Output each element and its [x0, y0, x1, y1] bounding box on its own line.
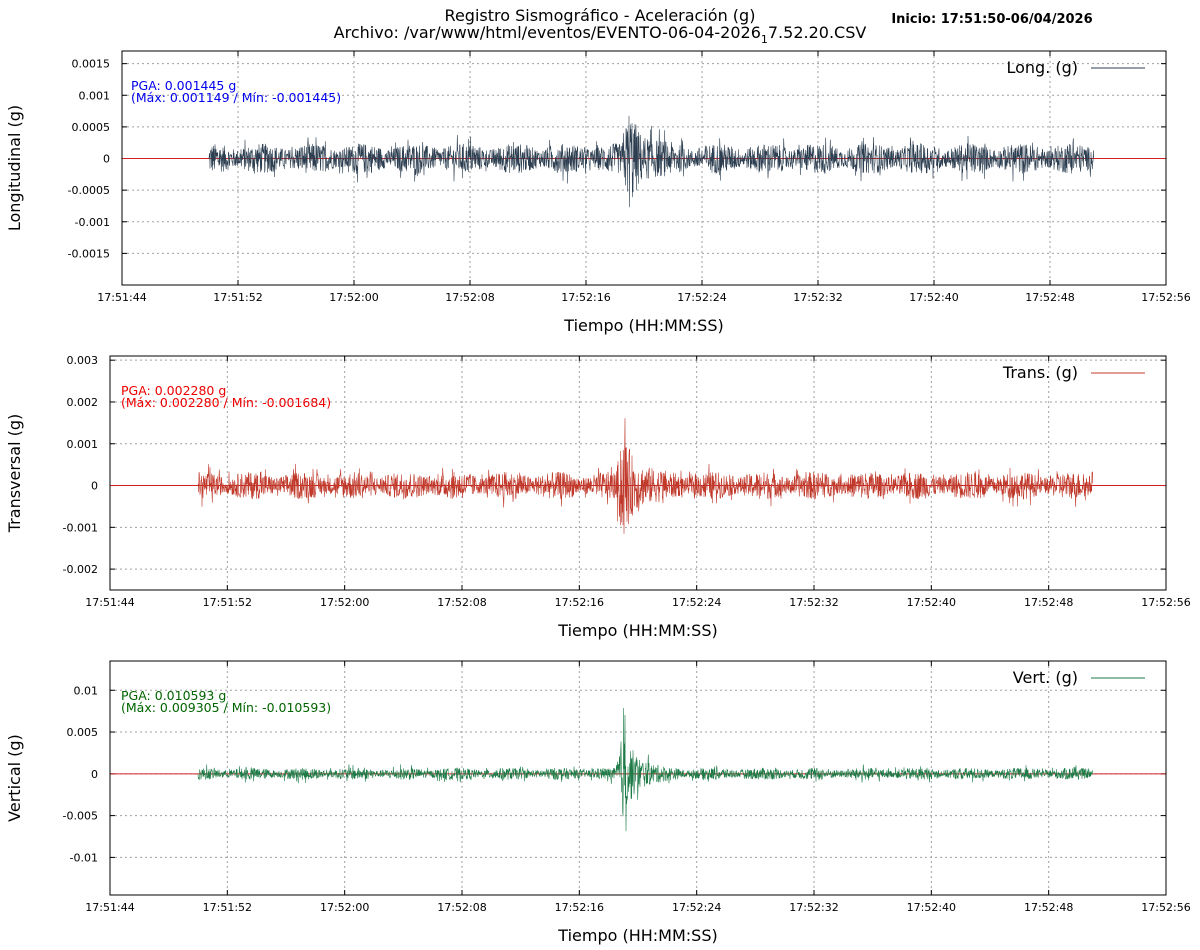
maxmin-annotation: (Máx: 0.001149 / Mín: -0.001445)	[131, 90, 341, 105]
x-tick-label: 17:51:52	[203, 901, 252, 914]
y-tick-label: 0.0005	[72, 121, 111, 134]
x-tick-label: 17:52:24	[672, 901, 721, 914]
x-tick-label: 17:52:32	[789, 596, 838, 609]
x-tick-label: 17:51:52	[213, 291, 262, 304]
x-axis-label: Tiempo (HH:MM:SS)	[563, 316, 723, 335]
y-tick-label: 0.002	[67, 396, 99, 409]
y-tick-label: -0.0005	[68, 184, 110, 197]
maxmin-annotation: (Máx: 0.009305 / Mín: -0.010593)	[121, 700, 331, 715]
y-tick-label: 0.005	[67, 726, 99, 739]
x-tick-label: 17:52:08	[437, 901, 486, 914]
waveform-long	[208, 115, 1094, 208]
x-tick-label: 17:52:56	[1141, 596, 1190, 609]
waveform-trans	[197, 418, 1093, 534]
panel-trans: 17:51:44 17:51:52 17:52:00 17:52:08 17:52:16…	[5, 354, 1191, 640]
x-tick-label: 17:52:32	[793, 291, 842, 304]
x-tick-label: 17:51:44	[97, 291, 146, 304]
y-tick-label: 0.0015	[72, 58, 111, 71]
y-tick-label: 0.003	[67, 354, 99, 367]
x-tick-label: 17:51:44	[85, 596, 134, 609]
maxmin-annotation: (Máx: 0.002280 / Mín: -0.001684)	[121, 395, 331, 410]
x-tick-label: 17:51:44	[85, 901, 134, 914]
panel-vert: 17:51:44 17:51:52 17:52:00 17:52:08 17:52:16…	[5, 660, 1191, 945]
x-tick-label: 17:52:40	[907, 596, 956, 609]
x-tick-label: 17:52:16	[561, 291, 610, 304]
start-time-label: Inicio: 17:51:50-06/04/2026	[891, 12, 1092, 27]
y-tick-label: -0.0015	[68, 247, 110, 260]
title-filename-prefix: Archivo: /var/www/html/eventos/EVENTO-06…	[334, 23, 761, 42]
legend-label-vert: Vert. (g)	[1013, 668, 1078, 687]
plot-frame	[109, 355, 1167, 591]
plot-frame	[121, 50, 1167, 286]
x-tick-label: 17:52:48	[1025, 291, 1074, 304]
x-tick-label: 17:52:48	[1024, 596, 1073, 609]
y-tick-label: -0.001	[63, 521, 98, 534]
y-axis-label: Vertical (g)	[5, 734, 24, 822]
y-tick-label: 0	[103, 153, 110, 166]
y-tick-label: 0.01	[74, 684, 99, 697]
figure-title-line1: Registro Sismográfico - Aceleración (g)	[445, 6, 756, 25]
y-tick-label: 0.001	[67, 438, 99, 451]
y-axis-label: Longitudinal (g)	[5, 105, 24, 231]
pga-annotation: PGA: 0.010593 g	[121, 688, 226, 703]
x-tick-label: 17:52:48	[1024, 901, 1073, 914]
x-tick-label: 17:52:56	[1141, 901, 1190, 914]
title-filename-suffix: 7.52.20.CSV	[768, 23, 866, 42]
x-tick-label: 17:52:32	[789, 901, 838, 914]
x-tick-label: 17:52:16	[555, 901, 604, 914]
x-tick-label: 17:52:16	[555, 596, 604, 609]
y-axis-label: Transversal (g)	[5, 414, 24, 533]
x-tick-label: 17:52:00	[320, 901, 369, 914]
x-tick-label: 17:51:52	[203, 596, 252, 609]
y-tick-label: 0.001	[79, 89, 111, 102]
waveform-vert	[197, 708, 1093, 832]
y-tick-label: 0	[91, 768, 98, 781]
figure-title-line2: Archivo: /var/www/html/eventos/EVENTO-06…	[334, 23, 867, 46]
title-filename-subscript: 1	[761, 33, 768, 46]
x-tick-label: 17:52:24	[672, 596, 721, 609]
legend-label-long: Long. (g)	[1006, 58, 1078, 77]
panel-long: 17:51:44 17:51:52 17:52:00 17:52:08 17:52:16…	[5, 50, 1191, 335]
x-axis-label: Tiempo (HH:MM:SS)	[557, 621, 717, 640]
pga-annotation: PGA: 0.002280 g	[121, 383, 226, 398]
x-tick-label: 17:52:08	[437, 596, 486, 609]
y-tick-label: -0.001	[75, 216, 110, 229]
x-axis-label: Tiempo (HH:MM:SS)	[557, 926, 717, 945]
y-tick-label: -0.002	[63, 563, 98, 576]
x-tick-label: 17:52:00	[320, 596, 369, 609]
x-tick-label: 17:52:08	[445, 291, 494, 304]
y-tick-label: 0	[91, 480, 98, 493]
x-tick-label: 17:52:40	[909, 291, 958, 304]
plot-frame	[109, 660, 1167, 896]
legend-label-trans: Trans. (g)	[1002, 363, 1078, 382]
x-tick-label: 17:52:00	[329, 291, 378, 304]
y-tick-label: -0.01	[70, 851, 98, 864]
pga-annotation: PGA: 0.001445 g	[131, 78, 236, 93]
y-tick-label: -0.005	[63, 810, 98, 823]
x-tick-label: 17:52:24	[677, 291, 726, 304]
x-tick-label: 17:52:40	[907, 901, 956, 914]
x-tick-label: 17:52:56	[1141, 291, 1190, 304]
